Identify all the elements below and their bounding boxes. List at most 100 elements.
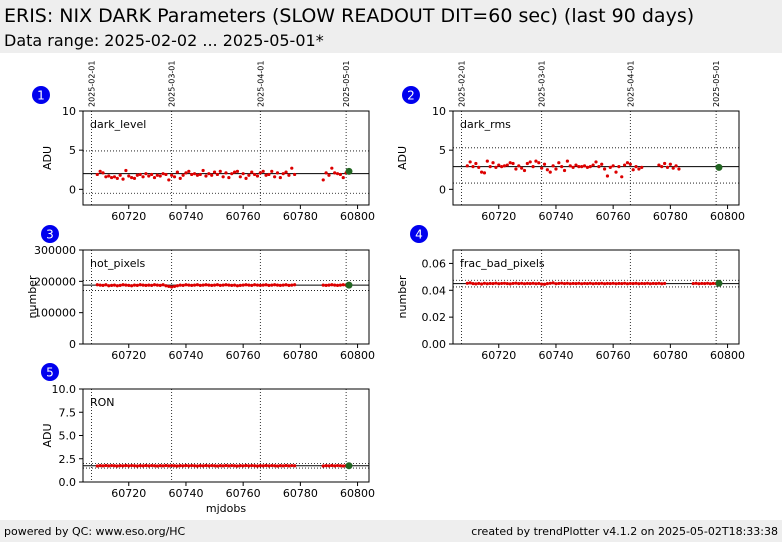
x-tick-label: 60780 xyxy=(653,349,688,362)
data-point xyxy=(167,178,171,182)
data-point xyxy=(637,282,641,286)
data-point xyxy=(132,283,137,287)
data-point xyxy=(107,464,111,468)
data-point xyxy=(147,464,151,468)
data-point xyxy=(161,283,165,287)
data-point xyxy=(278,464,282,468)
data-point xyxy=(261,169,265,173)
data-point xyxy=(528,281,532,286)
data-point xyxy=(98,283,102,287)
data-point xyxy=(617,281,621,286)
data-point xyxy=(218,283,222,288)
data-point xyxy=(528,160,532,164)
data-point xyxy=(335,463,340,468)
data-point xyxy=(494,165,498,169)
trend-plots: 1 2025-02-01 2025-03-01 2025-04-01 2025-05-0… xyxy=(26,61,745,516)
data-point xyxy=(207,172,211,176)
data-point xyxy=(614,170,618,174)
data-point xyxy=(150,172,154,177)
x-axis-label: mjdobs xyxy=(206,502,246,515)
data-point xyxy=(255,464,260,468)
data-point xyxy=(187,169,191,173)
data-point xyxy=(585,165,590,169)
data-point xyxy=(522,282,527,286)
data-point xyxy=(155,464,159,468)
data-point xyxy=(232,464,237,468)
data-point xyxy=(482,171,487,175)
data-point xyxy=(571,281,575,286)
data-point xyxy=(674,164,678,168)
data-point xyxy=(480,170,484,174)
data-point xyxy=(155,173,159,177)
data-point xyxy=(175,464,179,468)
data-point xyxy=(187,464,191,468)
data-point xyxy=(500,165,504,169)
y-axis-label: ADU xyxy=(41,146,54,170)
data-point xyxy=(244,463,248,468)
data-point xyxy=(284,463,288,468)
x-tick-label: 60720 xyxy=(481,349,516,362)
data-point xyxy=(278,175,282,180)
panel-number-label: 3 xyxy=(46,228,54,242)
data-point xyxy=(95,283,99,287)
data-point xyxy=(562,168,567,173)
x-tick-label: 60740 xyxy=(168,487,203,500)
data-point xyxy=(694,281,698,285)
data-point xyxy=(241,464,245,468)
data-point xyxy=(341,283,345,287)
data-point xyxy=(502,281,507,285)
data-point xyxy=(161,172,165,176)
chart-panel-5: 5 60720 60740 60760 60780 60800 0.0 2.5 5.0 7.5 10… xyxy=(41,363,375,515)
data-point xyxy=(124,168,128,173)
x-tick-label: 60780 xyxy=(283,349,318,362)
data-point xyxy=(335,283,340,288)
data-point xyxy=(161,464,165,468)
data-point xyxy=(261,464,265,468)
data-point xyxy=(634,165,638,169)
data-point xyxy=(330,463,334,468)
date-marker-label: 2025-03-01 xyxy=(168,61,177,108)
x-tick-label: 60760 xyxy=(226,487,261,500)
data-point xyxy=(580,165,584,169)
data-point xyxy=(591,163,595,167)
data-point xyxy=(118,283,122,288)
data-range-subtitle: Data range: 2025-02-02 ... 2025-05-01* xyxy=(4,31,324,50)
data-point xyxy=(273,175,277,179)
latest-data-point xyxy=(345,281,353,289)
date-marker-label: 2025-05-01 xyxy=(712,61,721,108)
data-point xyxy=(540,166,544,170)
data-point xyxy=(110,463,114,468)
panel-number-badge xyxy=(41,225,59,243)
x-tick-label: 60740 xyxy=(168,210,203,223)
series-label: dark_rms xyxy=(460,118,511,131)
data-point xyxy=(517,281,521,286)
data-point xyxy=(611,281,615,285)
data-point xyxy=(232,170,237,174)
data-point xyxy=(184,171,188,175)
data-point xyxy=(124,283,128,287)
data-point xyxy=(198,464,202,468)
data-point xyxy=(275,171,280,175)
data-point xyxy=(333,171,337,175)
data-point xyxy=(172,175,177,179)
data-point xyxy=(218,464,222,468)
data-point xyxy=(104,283,108,287)
data-point xyxy=(565,159,570,163)
data-point xyxy=(574,281,578,286)
data-point xyxy=(468,281,472,285)
data-point xyxy=(241,283,245,287)
data-point xyxy=(218,169,222,173)
chart-panel-2: 2 2025-02-01 2025-03-01 2025-04-01 2025-05-0… xyxy=(396,61,745,224)
data-point xyxy=(158,464,162,468)
data-point xyxy=(580,282,584,286)
data-point xyxy=(330,166,334,170)
data-point xyxy=(477,281,481,286)
data-point xyxy=(201,168,205,173)
data-point xyxy=(477,165,481,169)
data-point xyxy=(531,281,535,285)
data-point xyxy=(187,283,191,287)
data-point xyxy=(465,281,469,285)
page-header: ERIS: NIX DARK Parameters (SLOW READOUT … xyxy=(0,0,782,53)
y-axis-label: ADU xyxy=(396,146,409,170)
data-point xyxy=(505,163,509,167)
